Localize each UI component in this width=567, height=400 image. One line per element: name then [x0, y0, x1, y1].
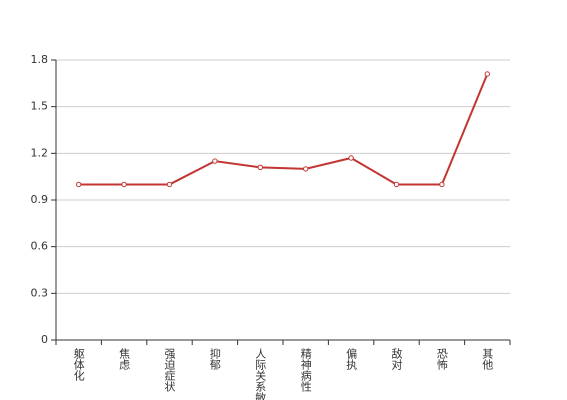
- y-tick-label: 0.3: [31, 286, 49, 299]
- point: [393, 181, 400, 188]
- x-tick-label: 精神病性: [299, 348, 312, 393]
- point: [76, 181, 82, 188]
- y-tick-label: 1.5: [31, 100, 49, 113]
- x-tick-label: 焦虑: [118, 348, 131, 370]
- y-tick-label: 1.8: [31, 53, 49, 66]
- x-tick-label: 敌对: [390, 347, 403, 370]
- y-tick-label: 0.6: [31, 240, 49, 253]
- point: [121, 181, 127, 188]
- x-tick-label: 偏执: [345, 347, 358, 371]
- point: [484, 71, 490, 77]
- point: [303, 166, 309, 172]
- point: [439, 181, 445, 188]
- point: [257, 164, 263, 171]
- x-tick-label: 恐怖: [435, 348, 448, 370]
- y-tick-label: 0: [41, 333, 48, 346]
- point: [348, 155, 354, 161]
- point: [166, 181, 173, 188]
- y-tick-label: 0.9: [31, 193, 49, 206]
- x-tick-label: 躯体化: [72, 348, 85, 382]
- y-tick-label: 1.2: [31, 146, 49, 159]
- x-tick-label: 强迫症状: [163, 348, 176, 392]
- line: [78, 73, 489, 186]
- x-tick-label: 人际关系敏感: [254, 348, 267, 400]
- point: [212, 158, 218, 164]
- x-tick-label: 其他: [481, 348, 494, 370]
- x-tick-label: 抑郁: [208, 347, 221, 370]
